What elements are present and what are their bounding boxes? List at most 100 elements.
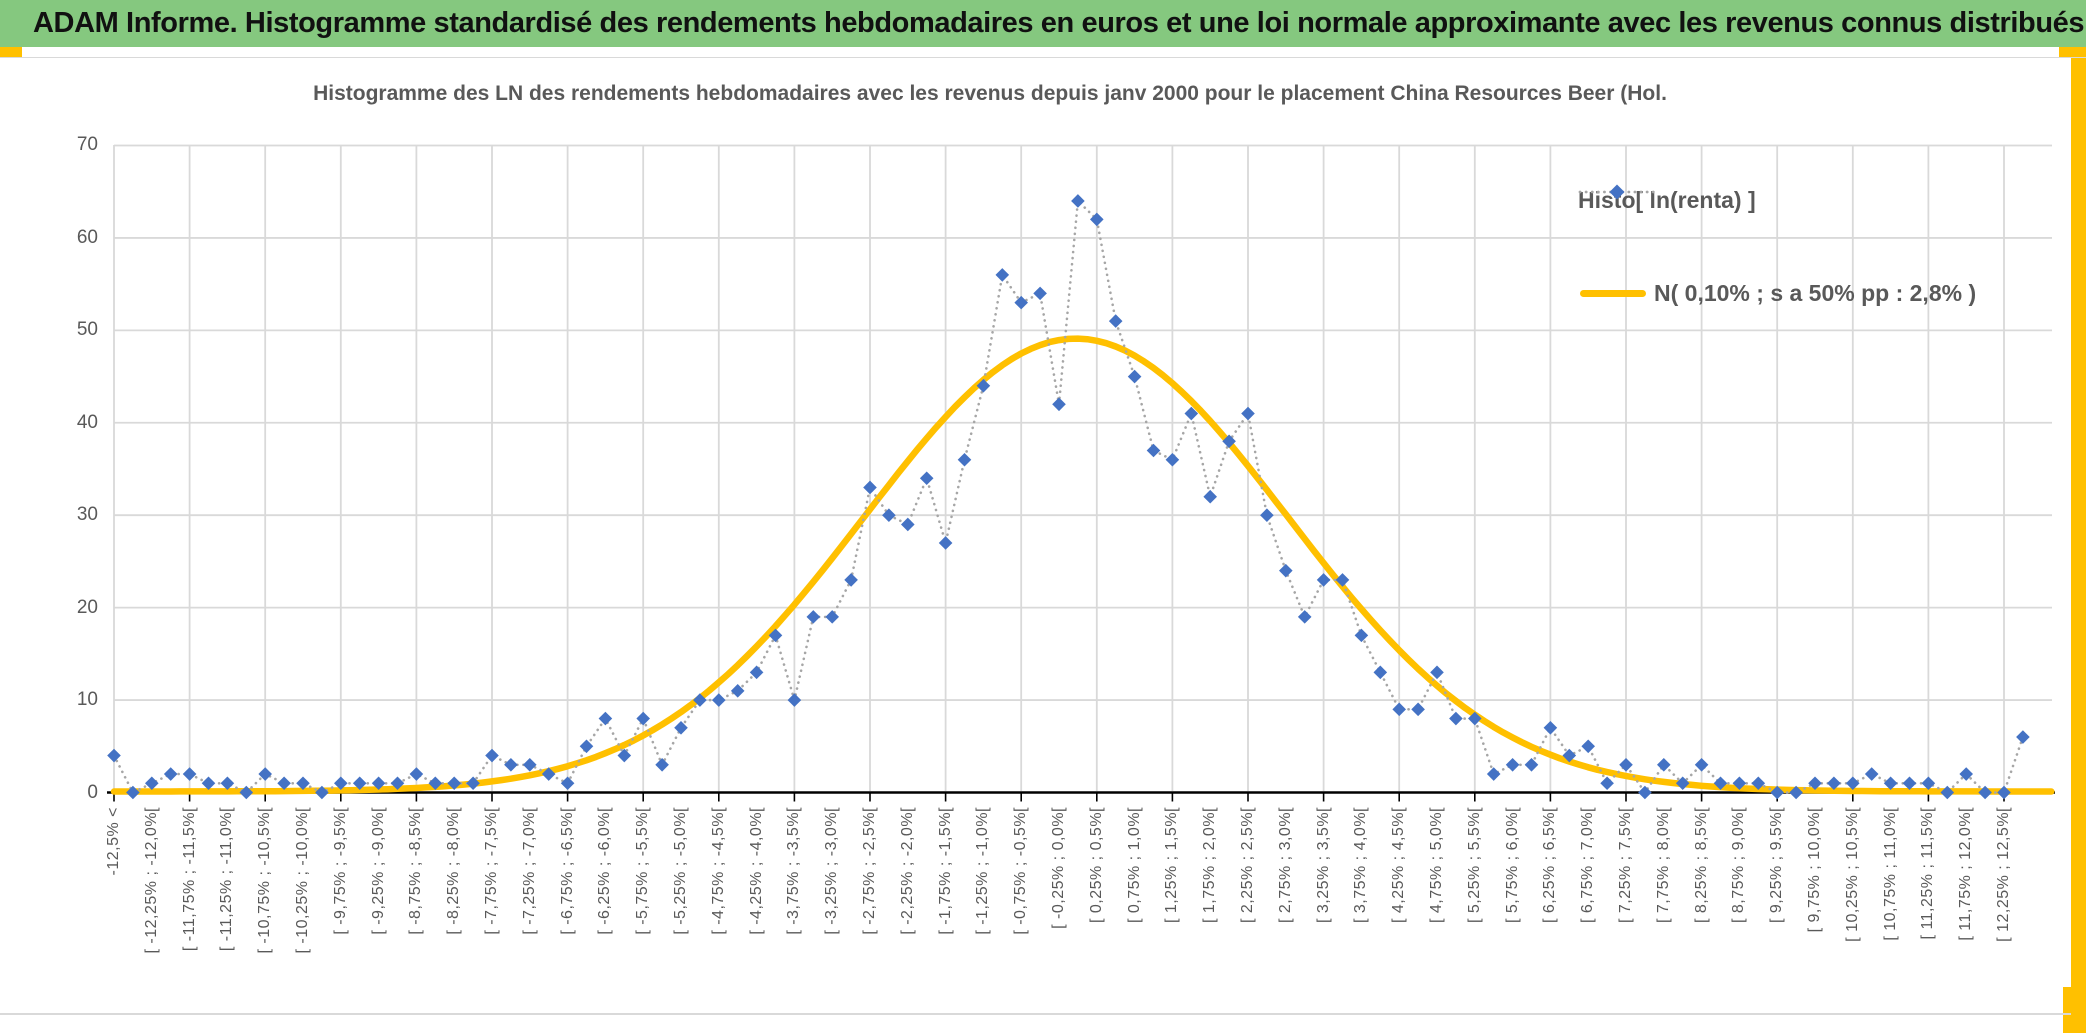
data-point-diamond <box>2016 730 2030 744</box>
data-point-diamond <box>1581 739 1595 754</box>
data-point-diamond <box>863 480 877 495</box>
x-axis-label: [ 3,25% ; 3,5%[ <box>1314 807 1332 924</box>
data-point-diamond <box>371 776 386 791</box>
data-point-diamond <box>1279 563 1293 578</box>
x-axis-label: [ -8,75% ; -8,5%[ <box>407 807 425 935</box>
data-point-diamond <box>1392 702 1406 717</box>
data-point-diamond <box>1619 757 1633 772</box>
x-axis-label: [ -8,25% ; -8,0%[ <box>445 807 463 935</box>
x-axis-label: -12,5% < <box>105 807 122 876</box>
data-point-diamond <box>1014 295 1028 310</box>
data-point-diamond <box>428 776 443 791</box>
data-point-diamond <box>882 508 896 523</box>
x-axis-label: [ -7,25% ; -7,0%[ <box>520 807 538 935</box>
data-point-diamond <box>447 776 461 791</box>
x-axis-label: [ 8,75% ; 9,0%[ <box>1730 807 1748 924</box>
x-axis-label: [ -5,75% ; -5,5%[ <box>634 807 652 935</box>
data-point-diamond <box>1449 711 1463 726</box>
x-axis-label: [ 11,25% ; 11,5%[ <box>1919 807 1937 940</box>
x-axis-label: [ -11,75% ; -11,5%[ <box>180 807 198 952</box>
x-axis-label: [ -3,75% ; -3,5%[ <box>785 807 803 935</box>
data-point-diamond <box>541 767 556 781</box>
x-axis-label: [ 7,25% ; 7,5%[ <box>1617 807 1634 924</box>
data-point-diamond <box>844 573 858 587</box>
data-point-diamond <box>1203 489 1217 504</box>
data-point-diamond <box>1222 434 1236 449</box>
x-axis-label: [ 4,25% ; 4,5%[ <box>1390 807 1408 924</box>
x-axis-label: [ 3,75% ; 4,0%[ <box>1352 807 1370 924</box>
data-point-diamond <box>126 785 140 800</box>
chart-title[interactable]: Histogramme des LN des rendements hebdom… <box>313 82 1667 105</box>
row-divider-top <box>0 57 2086 58</box>
data-point-diamond <box>1883 776 1898 791</box>
data-point-diamond <box>1411 702 1425 717</box>
x-axis-label: [ -9,25% ; -9,0%[ <box>369 807 387 935</box>
data-point-diamond <box>938 536 953 550</box>
data-point-diamond <box>352 776 367 791</box>
x-axis-label: [ 10,75% ; 11,0%[ <box>1881 807 1899 941</box>
data-point-diamond <box>579 739 594 754</box>
x-axis-label: [ -0,25% ; 0,0%[ <box>1050 807 1067 929</box>
data-point-diamond <box>1864 767 1879 781</box>
data-point-diamond <box>560 776 575 791</box>
x-axis-label: [ 0,25% ; 0,5%[ <box>1087 807 1105 924</box>
data-point-diamond <box>825 610 839 624</box>
data-point-diamond <box>182 767 197 781</box>
data-point-diamond <box>598 711 613 726</box>
data-point-diamond <box>617 748 632 763</box>
data-point-diamond <box>1732 776 1747 791</box>
gold-column-right <box>2071 47 2086 1033</box>
data-point-diamond <box>995 268 1010 282</box>
data-point-diamond <box>730 684 745 698</box>
x-axis-label: [ -1,25% ; -1,0%[ <box>974 807 992 935</box>
y-axis-label: 50 <box>76 319 98 341</box>
data-point-diamond <box>1846 776 1860 791</box>
data-point-diamond <box>1694 757 1709 772</box>
x-axis-label: [ 9,25% ; 9,5%[ <box>1768 807 1786 924</box>
data-point-diamond <box>1675 776 1690 791</box>
x-axis-label: [ 0,75% ; 1,0%[ <box>1125 807 1143 924</box>
legend-item-normal-curve[interactable]: N( 0,10% ; s a 50% pp : 2,8% ) <box>1580 277 1976 309</box>
legend-item-histogram[interactable]: Histo[ ln(renta) ] <box>1578 184 1756 216</box>
data-point-diamond <box>1165 452 1180 467</box>
y-axis-label: 30 <box>76 504 98 526</box>
data-point-diamond <box>239 785 254 800</box>
data-point-diamond <box>957 452 972 467</box>
x-axis-label: [ -10,75% ; -10,5%[ <box>256 807 274 954</box>
x-axis-label: [ -0,75% ; -0,5%[ <box>1012 807 1030 935</box>
data-point-diamond <box>1713 776 1728 791</box>
data-point-diamond <box>107 748 121 763</box>
data-point-diamond <box>1808 776 1822 791</box>
y-axis-label: 10 <box>76 689 98 711</box>
x-axis-label: [ -10,25% ; -10,0%[ <box>294 807 311 954</box>
x-axis-label: [ 5,25% ; 5,5%[ <box>1465 807 1483 924</box>
data-point-diamond <box>1108 314 1123 328</box>
x-axis-label: [ -12,25% ; -12,0%[ <box>142 807 160 954</box>
data-point-diamond <box>201 776 216 791</box>
chart-bottom-border <box>0 1013 2071 1015</box>
data-point-diamond <box>1052 397 1066 412</box>
diamond-dotted-marker-icon <box>1578 184 1656 200</box>
x-axis-label: [ 7,75% ; 8,0%[ <box>1654 807 1672 924</box>
x-axis-label: [ 1,75% ; 2,0%[ <box>1201 807 1219 924</box>
data-point-diamond <box>258 767 272 781</box>
data-point-diamond <box>1978 785 1992 800</box>
x-axis-label: [ 12,25% ; 12,5%[ <box>1995 807 2012 942</box>
legend-label-histogram: Histo[ ln(renta) ] <box>1578 186 1756 213</box>
x-axis-label: [ 2,25% ; 2,5%[ <box>1239 807 1256 924</box>
data-point-diamond <box>277 776 291 791</box>
data-point-diamond <box>1033 286 1047 301</box>
data-point-diamond <box>1184 406 1199 421</box>
data-point-diamond <box>409 767 424 781</box>
x-axis-label: [ -4,25% ; -4,0%[ <box>747 807 765 935</box>
data-point-diamond <box>1827 776 1841 791</box>
data-point-diamond <box>296 776 310 791</box>
data-point-diamond <box>1751 776 1766 791</box>
data-point-diamond <box>1940 785 1955 800</box>
data-point-diamond <box>315 785 329 800</box>
data-point-diamond <box>693 693 707 707</box>
y-axis-label: 60 <box>76 226 98 248</box>
data-point-diamond <box>145 776 159 791</box>
